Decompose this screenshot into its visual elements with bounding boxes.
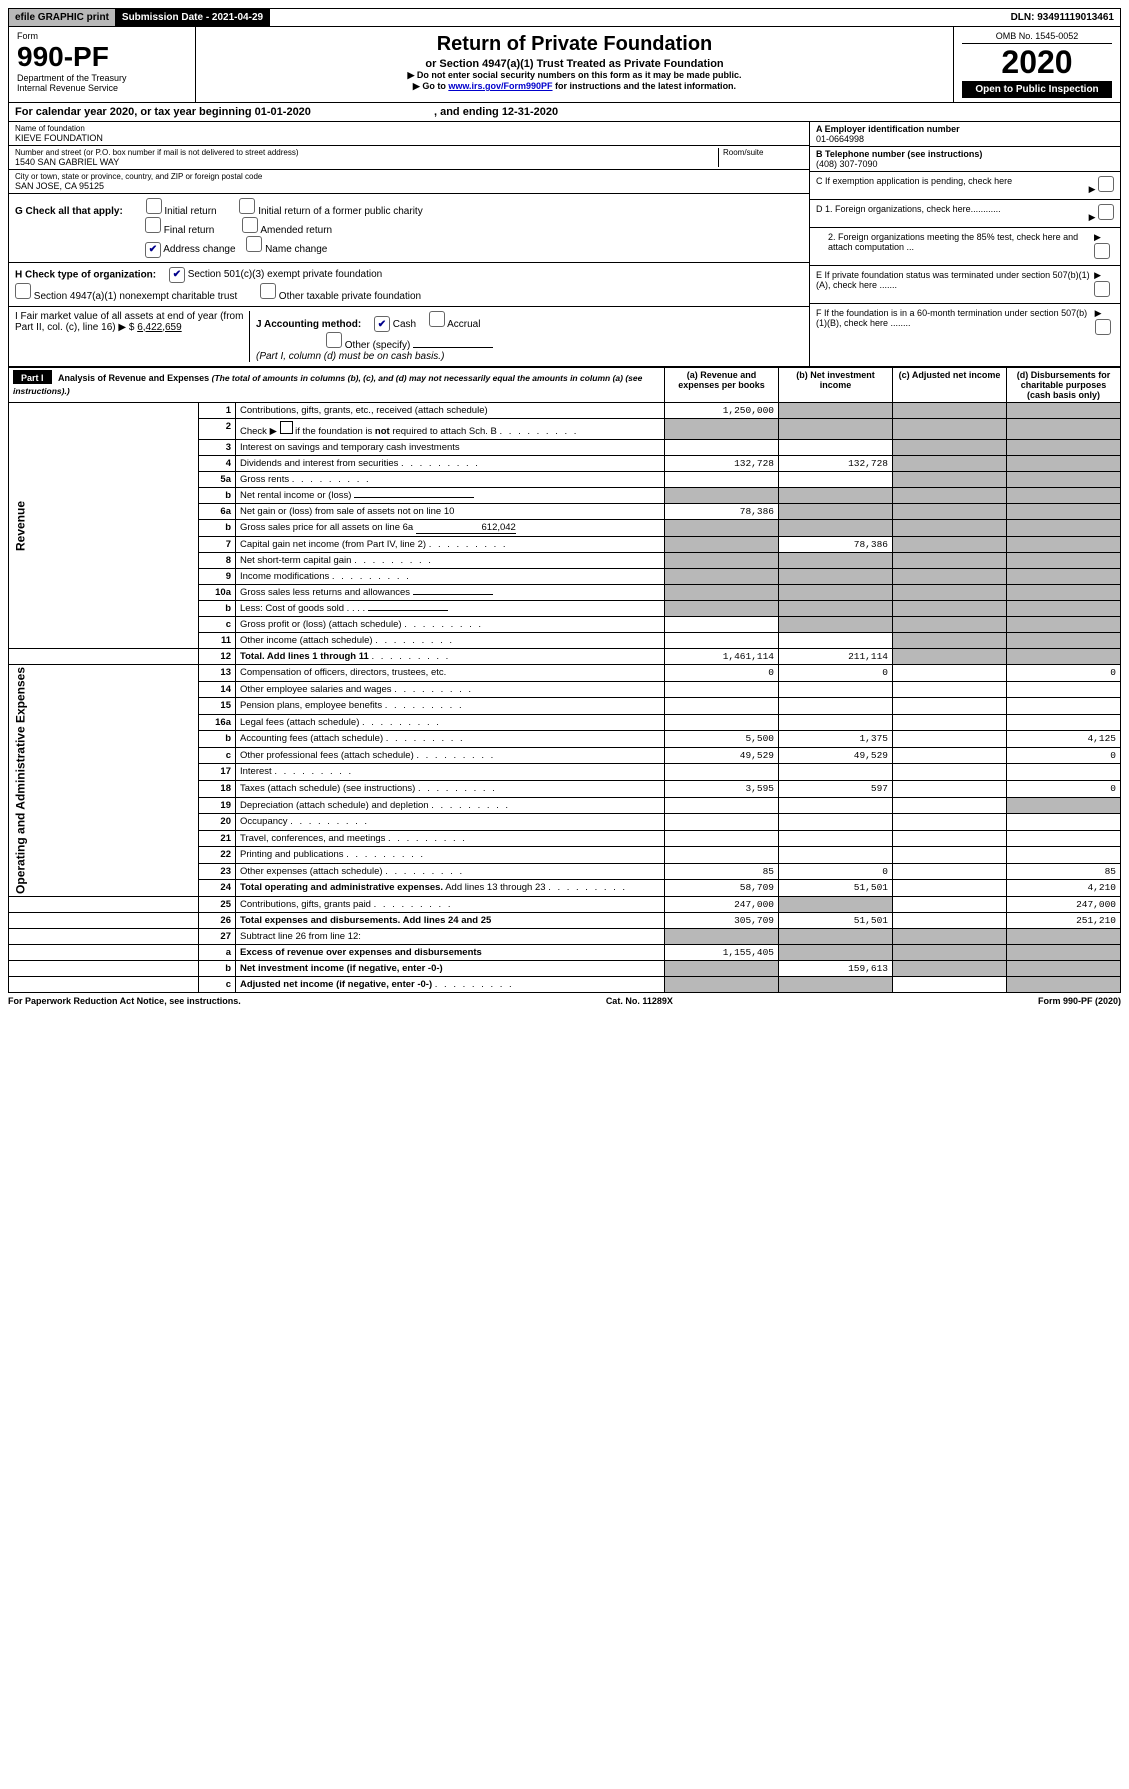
cb-initial-former[interactable] [239,198,255,214]
foundation-name: KIEVE FOUNDATION [15,133,803,143]
col-a-header: (a) Revenue and expenses per books [665,368,779,403]
part1-table: Part I Analysis of Revenue and Expenses … [8,367,1121,993]
identity-block: Name of foundation KIEVE FOUNDATION Numb… [8,122,1121,367]
cb-d2[interactable] [1094,243,1110,259]
cb-schb[interactable] [280,421,293,434]
form-ref: Form 990-PF (2020) [1038,996,1121,1006]
dln: DLN: 93491119013461 [1005,9,1120,26]
fmv-value: 6,422,659 [137,322,182,333]
calendar-year-row: For calendar year 2020, or tax year begi… [8,103,1121,122]
tax-year: 2020 [962,44,1112,81]
city-label: City or town, state or province, country… [15,172,803,181]
instr-ssn: ▶ Do not enter social security numbers o… [204,70,945,81]
cb-addr-change[interactable]: ✔ [145,242,161,258]
pra-notice: For Paperwork Reduction Act Notice, see … [8,996,241,1006]
cb-d1[interactable] [1098,204,1114,220]
top-bar: efile GRAPHIC print Submission Date - 20… [8,8,1121,27]
ein-value: 01-0664998 [816,134,864,144]
cb-f[interactable] [1095,319,1111,335]
irs-label: Internal Revenue Service [17,83,187,93]
col-c-header: (c) Adjusted net income [893,368,1007,403]
catalog-number: Cat. No. 11289X [606,996,673,1006]
d2-label: 2. Foreign organizations meeting the 85%… [816,232,1094,252]
page-footer: For Paperwork Reduction Act Notice, see … [8,993,1121,1009]
cb-c[interactable] [1098,176,1114,192]
foundation-name-label: Name of foundation [15,124,803,133]
form-subtitle: or Section 4947(a)(1) Trust Treated as P… [204,58,945,70]
expenses-label: Operating and Administrative Expenses [9,665,199,897]
form-number: 990-PF [17,41,187,73]
section-g: G Check all that apply: Initial return I… [9,194,809,263]
ein-label: A Employer identification number [816,124,960,134]
city-state-zip: SAN JOSE, CA 95125 [15,181,803,191]
cb-name-change[interactable] [246,236,262,252]
section-h: H Check type of organization: ✔ Section … [9,263,809,307]
cb-other-tax[interactable] [260,283,276,299]
phone-label: B Telephone number (see instructions) [816,149,982,159]
cb-501c3[interactable]: ✔ [169,267,185,283]
cb-accrual[interactable] [429,311,445,327]
cb-final[interactable] [145,217,161,233]
cb-other-acct[interactable] [326,332,342,348]
cb-amended[interactable] [242,217,258,233]
submission-date: Submission Date - 2021-04-29 [116,9,270,26]
cb-initial[interactable] [146,198,162,214]
form-label: Form [17,31,187,41]
col-d-header: (d) Disbursements for charitable purpose… [1007,368,1121,403]
street-address: 1540 SAN GABRIEL WAY [15,157,718,167]
omb-number: OMB No. 1545-0052 [962,31,1112,44]
open-public-badge: Open to Public Inspection [962,81,1112,98]
section-ij: I Fair market value of all assets at end… [9,307,809,367]
cb-4947[interactable] [15,283,31,299]
form-title: Return of Private Foundation [204,33,945,56]
instr-link: ▶ Go to www.irs.gov/Form990PF for instru… [204,81,945,92]
irs-link[interactable]: www.irs.gov/Form990PF [448,81,552,91]
cb-cash[interactable]: ✔ [374,316,390,332]
d1-label: D 1. Foreign organizations, check here..… [816,204,1001,214]
revenue-label: Revenue [9,403,199,649]
dept-label: Department of the Treasury [17,73,187,83]
f-label: F If the foundation is in a 60-month ter… [816,308,1095,328]
cb-e[interactable] [1094,281,1110,297]
e-label: E If private foundation status was termi… [816,270,1094,290]
c-label: C If exemption application is pending, c… [816,176,1012,186]
col-b-header: (b) Net investment income [779,368,893,403]
room-label: Room/suite [723,148,803,157]
efile-btn[interactable]: efile GRAPHIC print [9,9,116,26]
phone-value: (408) 307-7090 [816,159,878,169]
address-label: Number and street (or P.O. box number if… [15,148,718,157]
form-header: Form 990-PF Department of the Treasury I… [8,27,1121,103]
